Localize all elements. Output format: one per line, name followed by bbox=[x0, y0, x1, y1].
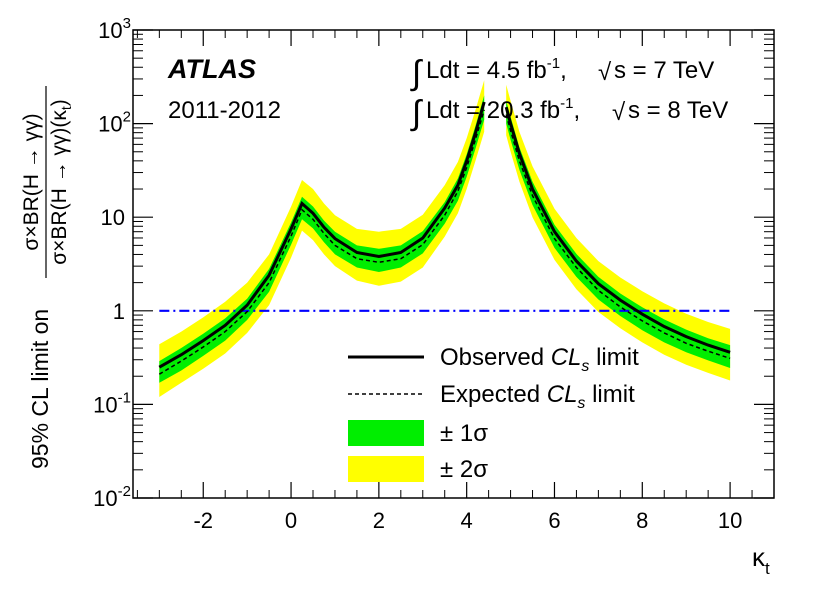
lumi-7tev-label: ∫ Ldt = 4.5 fb-1, √ s = 7 TeV bbox=[410, 54, 714, 92]
y-tick-label: 102 bbox=[98, 109, 131, 137]
x-tick-label: 6 bbox=[548, 508, 560, 533]
legend-observed-label: Observed CLs limit bbox=[440, 344, 639, 375]
observed-line-right bbox=[504, 106, 731, 354]
x-tick-label: -2 bbox=[193, 508, 213, 533]
legend-band1-swatch bbox=[348, 420, 424, 446]
x-tick-label: 4 bbox=[461, 508, 473, 533]
y-tick-label: 10 bbox=[101, 205, 125, 230]
y-axis-label-numerator: σ×BR(H → γγ) bbox=[20, 113, 43, 250]
legend: Observed CLs limit Expected CLs limit ± … bbox=[348, 344, 639, 483]
legend-band2-label: ± 2σ bbox=[440, 456, 488, 483]
y-axis-label: 95% CL limit on σ×BR(H → γγ) σ×BR(H → γγ… bbox=[20, 86, 74, 469]
atlas-label: ATLAS bbox=[167, 54, 256, 84]
x-tick-label: 8 bbox=[636, 508, 648, 533]
legend-expected-label: Expected CLs limit bbox=[440, 381, 635, 412]
y-axis-label-prefix: 95% CL limit on bbox=[27, 309, 53, 469]
sqrt-7tev-text: s = 7 TeV bbox=[614, 57, 714, 84]
band1-right bbox=[506, 100, 731, 369]
legend-band1-label: ± 1σ bbox=[440, 420, 488, 447]
observed-line-left bbox=[158, 101, 486, 369]
y-tick-label: 1 bbox=[113, 299, 125, 324]
y-tick-label: 10-1 bbox=[93, 389, 131, 417]
y-tick-label: 10-2 bbox=[93, 483, 131, 511]
plot-frame bbox=[132, 29, 775, 499]
plot-area bbox=[158, 80, 731, 398]
lumi-7tev-exp: -1 bbox=[547, 55, 560, 72]
lumi-8tev-exp: -1 bbox=[560, 95, 573, 112]
y-axis-label-denominator: σ×BR(H → γγ)(κt) bbox=[48, 99, 74, 265]
sqrt-8tev-text: s = 8 TeV bbox=[628, 97, 728, 124]
period-label: 2011-2012 bbox=[168, 97, 281, 124]
expected-line-left bbox=[158, 109, 485, 375]
sqrt-sign: √ bbox=[612, 99, 626, 126]
expected-line-right bbox=[505, 114, 731, 360]
sqrt-sign: √ bbox=[598, 59, 612, 86]
lumi-8tev-label: ∫ Ldt = 20.3 fb-1, √ s = 8 TeV bbox=[410, 94, 728, 132]
x-tick-label: 2 bbox=[373, 508, 385, 533]
lumi-7tev-text: Ldt = 4.5 fb-1, bbox=[426, 55, 567, 84]
integral-sign: ∫ bbox=[410, 94, 423, 132]
axes: -2 0 2 4 6 8 10 10-2 10-1 1 10 102 103 bbox=[93, 15, 774, 533]
x-tick-label: 10 bbox=[718, 508, 742, 533]
y-tick-label: 103 bbox=[98, 15, 131, 43]
legend-band2-swatch bbox=[348, 456, 424, 482]
x-axis-label: κt bbox=[752, 542, 770, 578]
x-tick-label: 0 bbox=[285, 508, 297, 533]
integral-sign: ∫ bbox=[410, 54, 423, 92]
lumi-8tev-text: Ldt = 20.3 fb-1, bbox=[426, 95, 580, 124]
